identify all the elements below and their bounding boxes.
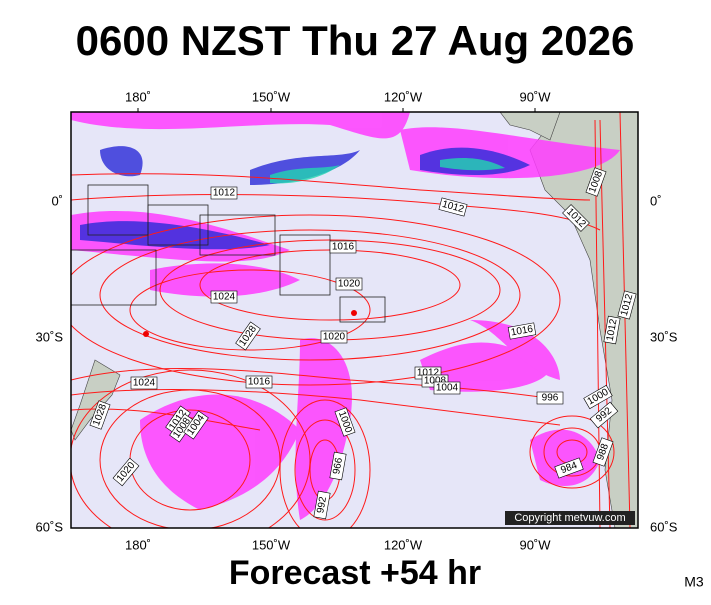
lon-label: 150˚W [252,537,291,552]
isobar-label-box [589,401,619,429]
lon-label: 150˚W [252,89,291,104]
isobar-label: 1016 [329,240,357,254]
isobar-label-box [235,321,261,351]
isobar-label-box [313,490,331,520]
isobar-label-box [210,290,238,304]
isobar-label: 1012 [617,290,637,320]
isobar-label-box [585,167,607,197]
isobar-label-text: 1012 [417,368,440,379]
isobar-label-box [334,407,356,437]
isobar-label-box [329,240,357,254]
isobar-label-box [89,400,111,430]
isobar-label: 1012 [210,186,238,200]
lon-label: 120˚W [384,89,423,104]
isobar-label-box [335,277,363,291]
isobar-label-box [583,384,613,410]
lat-label: 60˚S [36,519,64,534]
lat-label: 30˚S [36,329,64,344]
moderate-precipitation [270,157,505,184]
forecast-label: Forecast +54 hr [229,554,481,592]
island-marker [143,331,149,337]
isobar-label-box [183,410,209,440]
isobar-label-box [617,290,637,320]
lon-label: 180˚ [125,537,151,552]
isobar-label: 984 [554,457,584,479]
isobar-label-text: 1012 [213,188,236,199]
isobar-label-text: 1016 [248,377,271,388]
lat-label: 30˚S [650,329,678,344]
lon-label: 90˚W [519,89,551,104]
isobar-label: 1004 [433,381,461,395]
isobar-label-text: 992 [315,495,329,514]
isobar-label-box [592,437,614,467]
isobar-label-text: 1016 [510,324,534,339]
isobar-label-text: 1024 [133,378,156,389]
title: 0600 NZST Thu 27 Aug 2026 [76,17,635,64]
isobar-label-text: 966 [331,456,345,475]
central-america [499,112,561,141]
isobar-label-text: 996 [542,393,559,404]
island-marker [351,310,357,316]
isobar-label-box [320,330,348,344]
isobar-label: 996 [536,391,564,405]
isobar-label: 988 [592,437,614,467]
copyright: Copyright metvuw.com [514,512,625,524]
isobar-label-text: 1020 [338,279,361,290]
isobar-label-text: 1004 [436,383,459,394]
copyright-box [505,511,635,525]
isobar-label-box [433,381,461,395]
lat-label: 0˚ [51,193,63,208]
isobar-label: 1016 [245,375,273,389]
isobar-label: 1012 [603,315,621,345]
isobar-label: 1016 [507,322,537,340]
isobar-label-box [536,391,564,405]
isobar-label-box [245,375,273,389]
map-area: Copyright metvuw.com [71,112,638,528]
isobar-label-box [507,322,537,340]
isobar-label: 966 [329,451,347,481]
isobar-label: 1020 [335,277,363,291]
isobar-label-box [554,457,584,479]
lon-label: 180˚ [125,89,151,104]
lat-label: 0˚ [650,193,662,208]
isobar-label-text: 1024 [213,292,236,303]
model-label: M3 [684,574,704,590]
isobar-label-box [562,204,590,232]
map-frame [70,111,639,529]
isobar-label-box [329,451,347,481]
isobar-label-box [603,315,621,345]
isobar-label-text: 1016 [332,242,355,253]
lat-label: 60˚S [650,519,678,534]
isobar-label-box [130,376,158,390]
isobar-label: 1024 [130,376,158,390]
isobar-label-text: 1020 [323,332,346,343]
isobar-label-text: 1008 [424,376,447,387]
lon-label: 90˚W [519,537,551,552]
isobar-label-box [438,197,468,217]
eez-boundaries [71,184,386,323]
isobar-label-box [210,186,238,200]
isobar-label: 1020 [320,330,348,344]
isobar-label: 992 [313,490,331,520]
isobar-label-box [112,457,140,487]
lon-label: 120˚W [384,537,423,552]
isobar-label: 1012 [438,197,468,217]
isobar-label-text: 1012 [605,318,620,342]
isobar-label: 1024 [210,290,238,304]
labels: 180˚ 180˚ 150˚W 150˚W 120˚W 120˚W 90˚W 90˚W 0˚ 0˚… [36,89,678,552]
